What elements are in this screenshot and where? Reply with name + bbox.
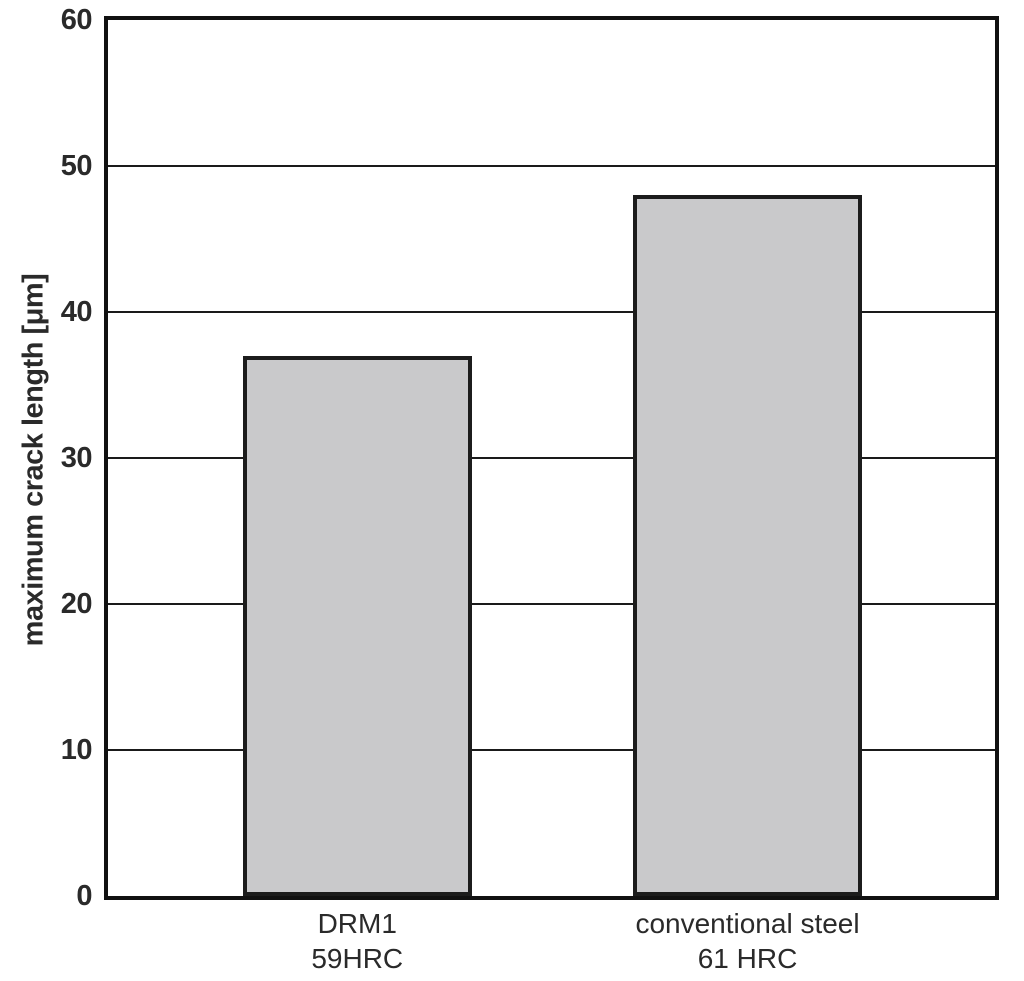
x-category-label-1-line2: 59HRC	[311, 943, 404, 974]
x-category-label-2-line2: 61 HRC	[697, 943, 798, 974]
gridlines-layer	[108, 20, 995, 896]
y-tick-label-50: 50	[60, 150, 93, 182]
y-tick-label-0: 0	[76, 880, 92, 912]
gridline-40	[108, 311, 995, 313]
gridline-50	[108, 165, 995, 167]
y-tick-label-10: 10	[60, 734, 93, 766]
x-category-label-2-line1: conventional steel	[635, 908, 860, 939]
plot-area	[104, 16, 999, 900]
x-category-label-1-line1: DRM1	[317, 908, 397, 939]
y-tick-label-20: 20	[60, 588, 93, 620]
y-tick-label-40: 40	[60, 296, 93, 328]
gridline-20	[108, 603, 995, 605]
gridline-10	[108, 749, 995, 751]
bar-2	[633, 195, 862, 896]
x-category-label-1: DRM1 59HRC	[311, 906, 403, 976]
y-tick-label-60: 60	[60, 4, 93, 36]
gridline-30	[108, 457, 995, 459]
x-category-label-2: conventional steel 61 HRC	[635, 906, 859, 976]
bars-layer	[108, 20, 995, 896]
y-tick-label-30: 30	[60, 442, 93, 474]
bar-1	[242, 355, 472, 896]
